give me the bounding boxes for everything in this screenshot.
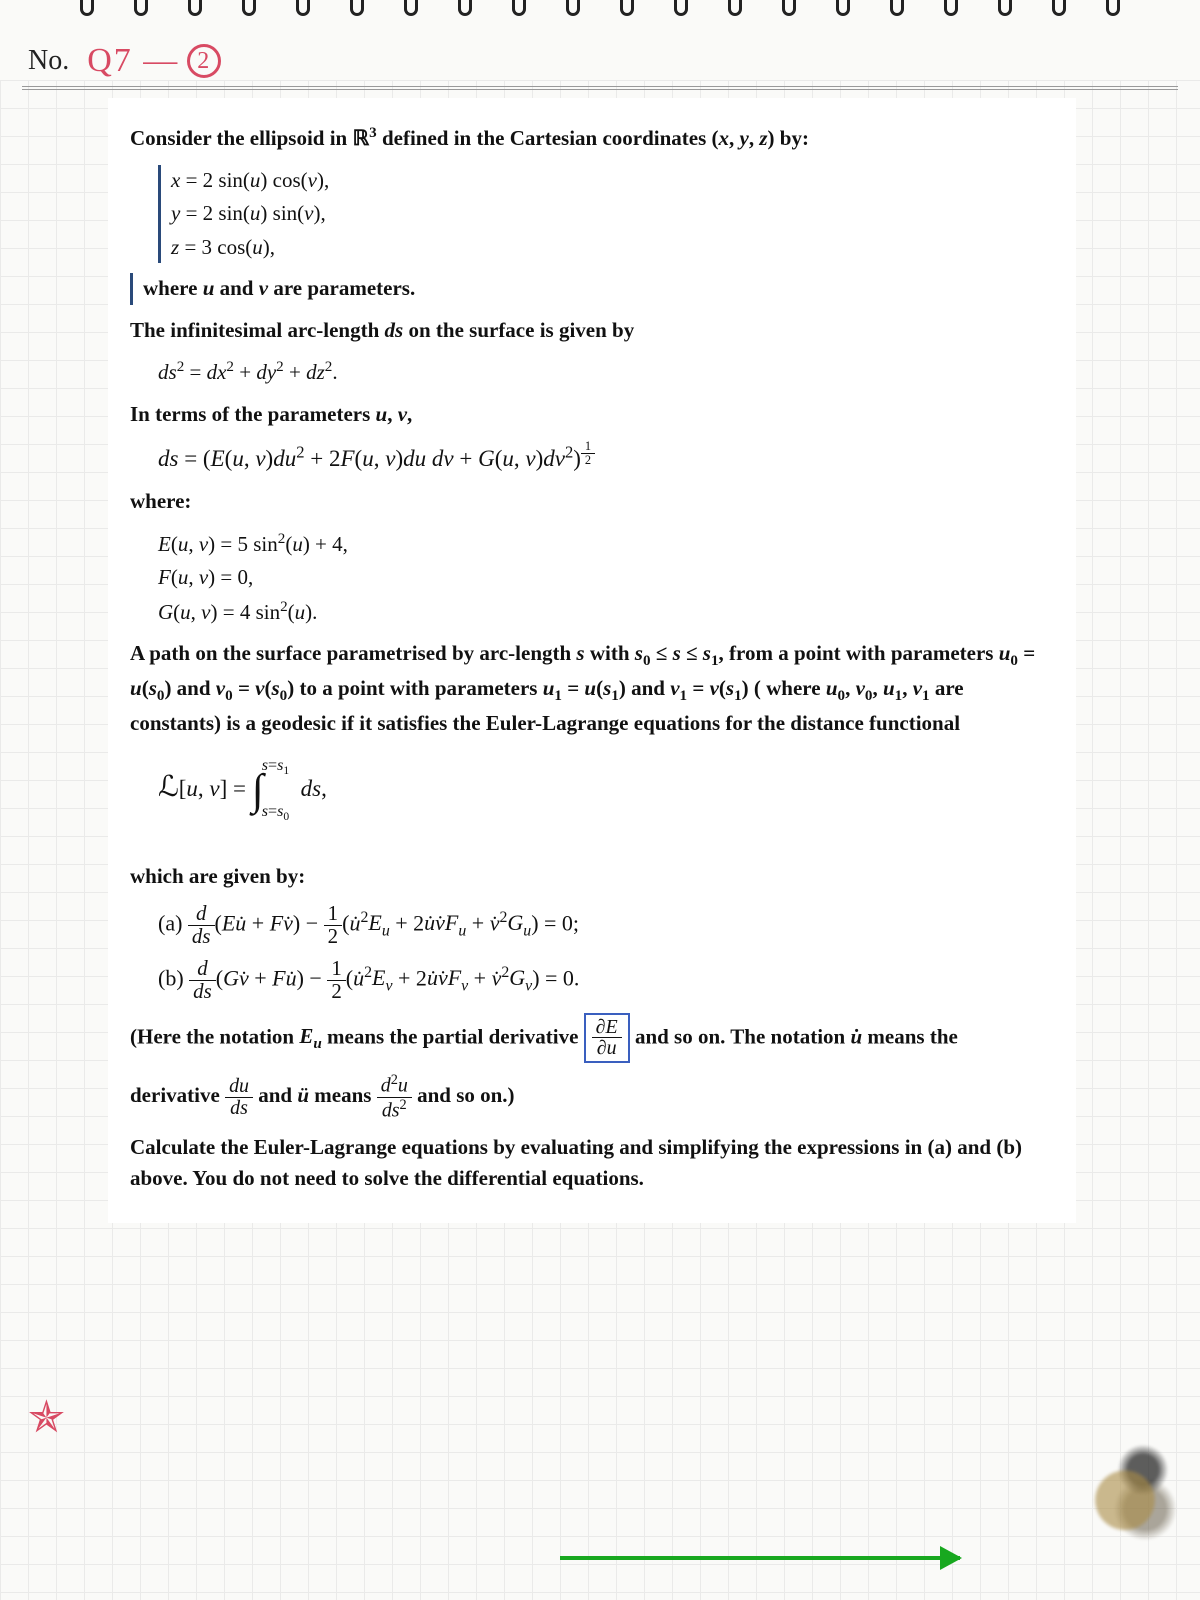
functional: ℒ[u, v] = ∫s=s1s=s0 ds, — [158, 750, 1054, 824]
star-annotation: ✯ — [28, 1392, 65, 1443]
where-params: where u and v are parameters. — [130, 273, 1054, 305]
circled-number: 2 — [187, 44, 221, 78]
no-label: No. — [28, 45, 69, 77]
eq-b: (b) dds(Gv̇ + Fu̇) − 12(u̇2Ev + 2u̇v̇Fv … — [158, 958, 1054, 1003]
intro-text: Consider the ellipsoid in ℝ3 defined in … — [130, 122, 1054, 155]
header-rule — [22, 86, 1178, 90]
arc-eq: ds2 = dx2 + dy2 + dz2. — [158, 356, 1054, 389]
where-label: where: — [130, 486, 1054, 518]
notation-1: (Here the notation Eu means the partial … — [130, 1013, 1054, 1064]
notation-2: derivative duds and ü means d2uds2 and s… — [130, 1073, 1054, 1121]
boxed-partial: ∂E∂u — [584, 1013, 630, 1064]
spiral-binding — [0, 0, 1200, 20]
eq-a: (a) dds(Eu̇ + Fv̇) − 12(u̇2Eu + 2u̇v̇Fu … — [158, 903, 1054, 948]
arc-intro: The infinitesimal arc-length ds on the s… — [130, 315, 1054, 347]
E-def: E(u, v) = 5 sin2(u) + 4, — [158, 528, 1054, 561]
page-header: No. Q7 — 2 — [28, 42, 1172, 80]
eq-x: x = 2 sin(u) cos(v), — [171, 165, 1054, 197]
given-by: which are given by: — [130, 861, 1054, 893]
problem-card: Consider the ellipsoid in ℝ3 defined in … — [108, 98, 1076, 1223]
handwritten-question-number: Q7 — 2 — [87, 42, 221, 80]
parametric-equations: x = 2 sin(u) cos(v), y = 2 sin(u) sin(v)… — [158, 165, 1054, 264]
G-def: G(u, v) = 4 sin2(u). — [158, 596, 1054, 629]
ds-formula: ds = (E(u, v)du2 + 2F(u, v)du dv + G(u, … — [158, 440, 1054, 476]
efg-defs: E(u, v) = 5 sin2(u) + 4, F(u, v) = 0, G(… — [158, 528, 1054, 629]
F-def: F(u, v) = 0, — [158, 562, 1054, 594]
path-text: A path on the surface parametrised by ar… — [130, 638, 1054, 739]
interms: In terms of the parameters u, v, — [130, 399, 1054, 431]
handwritten-text: Q7 — — [87, 42, 179, 80]
eq-y: y = 2 sin(u) sin(v), — [171, 198, 1054, 230]
card-gap — [108, 833, 1076, 851]
green-arrow — [560, 1556, 960, 1560]
task-text: Calculate the Euler-Lagrange equations b… — [130, 1132, 1054, 1195]
eq-z: z = 3 cos(u), — [171, 232, 1054, 264]
